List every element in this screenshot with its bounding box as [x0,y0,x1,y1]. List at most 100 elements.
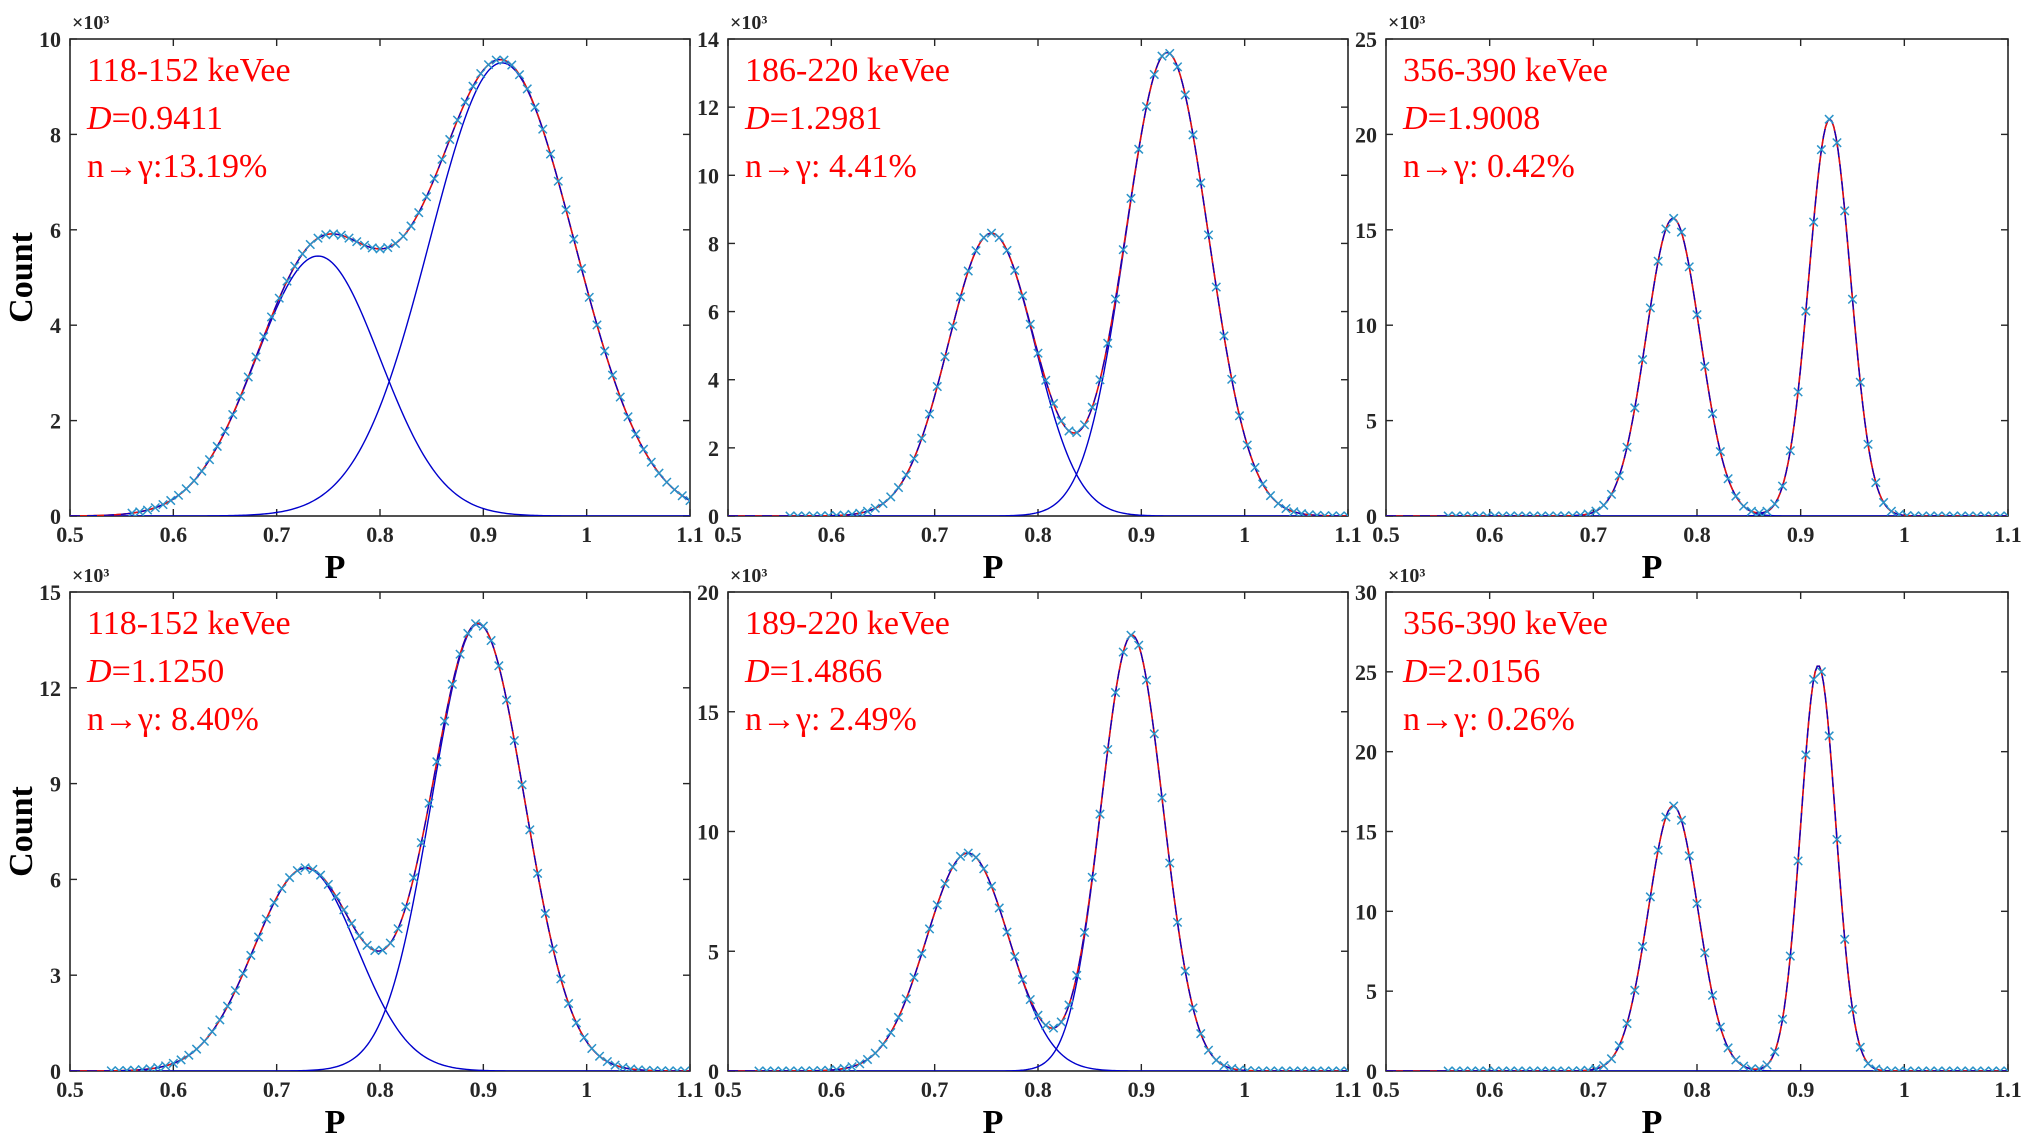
y-tick-label: 15 [39,580,61,605]
data-point [1948,1066,1959,1071]
x-tick-label: 0.5 [56,522,84,547]
data-point [1700,948,1710,958]
data-point [1017,291,1028,301]
data-point [1847,294,1858,305]
y-tick-label: 6 [50,218,61,243]
data-point [173,490,184,501]
data-point [1770,1047,1780,1057]
data-point [1234,411,1245,421]
data-point [1645,892,1656,902]
data-point [1723,473,1733,484]
data-point [377,945,388,955]
x-tick-label: 0.8 [1024,522,1052,547]
data-point [390,238,401,249]
data-point [1466,511,1477,516]
data-point [1521,511,1531,516]
data-point [1490,511,1500,516]
data-point [189,476,199,486]
data-point [1622,442,1632,452]
data-point [955,851,966,862]
data-point [631,429,641,439]
data-point [1668,213,1679,224]
data-point [800,1066,811,1071]
data-point [1110,294,1121,304]
data-point [1925,1066,1935,1071]
x-tick-label: 0.8 [1683,1077,1711,1102]
data-point [204,454,215,465]
data-point [1886,506,1897,516]
data-point [623,412,633,422]
y-tick-label: 6 [708,300,719,325]
data-point [569,234,579,244]
data-point [971,852,981,863]
data-point [468,81,478,91]
data-point [1443,1066,1453,1071]
data-point [261,914,272,924]
data-point [1103,744,1113,755]
data-point [1777,481,1788,491]
data-point [445,134,455,145]
d-value-label: D=1.1250 [86,653,224,690]
d-value-label: D=0.9411 [86,100,223,137]
d-equals: = [1428,100,1447,137]
data-point [1731,1055,1741,1065]
data-point [1591,506,1601,516]
data-point [1839,934,1850,945]
data-point [106,1066,117,1071]
y-tick-label: 25 [1355,27,1377,52]
data-point [1591,1064,1601,1071]
data-point [1172,917,1183,928]
y-tick-label: 15 [1355,820,1377,845]
component-fit-1 [70,867,690,1071]
data-point [1180,966,1190,976]
data-point [1196,178,1206,188]
data-point [579,1032,589,1043]
chart-panel-5: 0.5 0.6 0.7 0.8 0.9 1 1.1 0 5 10 15 20 ×10³ P 189-220 … [697,565,1362,1141]
data-point [1878,497,1889,508]
data-point [1653,256,1663,266]
data-point [1956,511,1967,516]
data-point [1824,731,1834,741]
x-tick-label: 0.6 [160,522,188,547]
data-point [429,173,439,184]
data-point [1909,511,1920,516]
data-point [1459,1066,1469,1071]
data-point [1894,1066,1904,1071]
data-point [1033,1010,1043,1020]
data-point [1560,1066,1570,1071]
y-tick-label: 0 [50,504,61,529]
data-point [1941,511,1951,516]
data-point [406,221,416,231]
data-point [408,873,419,883]
y-tick-label: 9 [50,772,61,797]
chart-panel-4: 0.5 0.6 0.7 0.8 0.9 1 1.1 0 3 6 9 12 15 ×10³ P Count 118… [3,565,704,1141]
data-point [517,780,527,790]
data-point [1312,510,1322,516]
d-number: 1.2981 [789,100,883,137]
data-point [777,1066,787,1071]
x-tick-label: 1.1 [1334,522,1362,547]
data-point [1707,408,1718,419]
data-point [344,233,354,243]
data-point [1327,511,1338,516]
misidentification-ratio-label: n→γ: 0.42% [1403,148,1575,185]
x-tick-label: 0.9 [1787,522,1815,547]
data-point [1933,1066,1943,1071]
data-point [1056,416,1066,426]
data-point [1126,193,1136,204]
misidentification-ratio-label: n→γ: 4.41% [745,148,917,185]
data-point [963,266,973,276]
data-point [672,1066,682,1071]
x-axis-title: P [983,549,1004,586]
data-point [153,1062,163,1071]
data-point [1746,1064,1757,1071]
data-point [808,1066,818,1071]
x-tick-label: 0.9 [470,522,498,547]
data-point [924,409,935,419]
chart-panel-3: 0.5 0.6 0.7 0.8 0.9 1 1.1 0 5 10 15 20 25 ×10³ P 356-39… [1355,12,2022,586]
total-fit-overlay [70,622,690,1071]
data-point [1575,1066,1586,1071]
data-point [793,1066,803,1071]
data-point [1552,1066,1562,1071]
data-point [1832,137,1842,148]
